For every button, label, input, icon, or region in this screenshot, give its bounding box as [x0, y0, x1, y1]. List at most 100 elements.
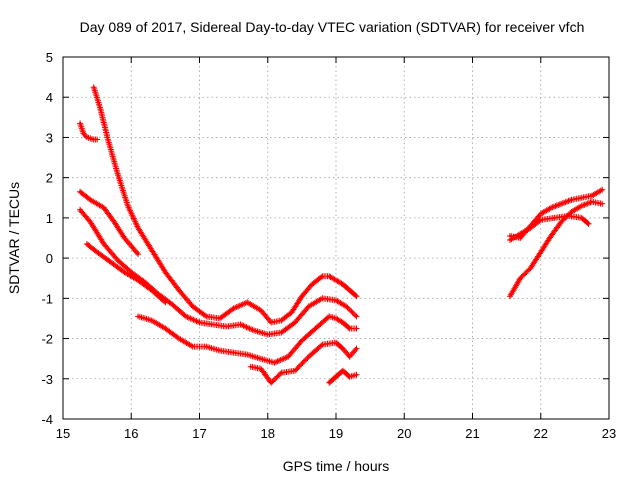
data-point: [102, 206, 106, 210]
data-point: [246, 301, 249, 304]
series-s6: [135, 313, 360, 366]
data-point: [259, 357, 263, 360]
data-point: [198, 321, 201, 324]
data-point: [225, 325, 228, 328]
series-s5: [83, 241, 169, 306]
data-point: [355, 327, 358, 330]
y-tick-label: -2: [41, 332, 53, 347]
data-point: [590, 194, 594, 197]
data-point: [280, 319, 283, 322]
data-point: [191, 305, 194, 308]
data-point: [345, 305, 348, 308]
data-point: [280, 371, 283, 374]
data-point: [508, 238, 512, 242]
data-point: [269, 321, 273, 324]
data-point: [293, 321, 297, 324]
data-point: [249, 365, 252, 368]
data-point: [232, 351, 235, 354]
series-s1: [77, 120, 101, 143]
data-point: [123, 236, 126, 240]
y-tick-label: -1: [41, 291, 53, 306]
y-axis-label: SDTVAR / TECUs: [6, 182, 22, 294]
x-tick-label: 20: [397, 426, 411, 441]
data-point: [164, 301, 167, 304]
data-point: [259, 367, 263, 370]
data-point: [334, 279, 338, 282]
series-s8: [326, 367, 360, 386]
data-point: [348, 355, 351, 358]
data-point: [92, 85, 95, 89]
series-s10: [507, 212, 592, 243]
data-point: [85, 136, 89, 139]
data-point: [92, 138, 95, 141]
data-point: [136, 226, 140, 230]
data-point: [341, 369, 345, 372]
data-point: [89, 220, 92, 224]
data-point: [553, 216, 556, 220]
data-point: [590, 200, 594, 203]
data-point: [334, 317, 338, 320]
data-point: [164, 327, 167, 330]
data-point: [334, 375, 338, 378]
data-point: [109, 260, 112, 264]
x-tick-label: 23: [602, 426, 616, 441]
data-point: [85, 242, 89, 246]
x-tick-labels: 15 16 17 18 19 20 21 22 23: [56, 426, 616, 441]
data-point: [126, 204, 130, 208]
series-s3: [77, 188, 142, 258]
data-point: [355, 373, 358, 376]
x-tick-label: 19: [329, 426, 343, 441]
data-point: [150, 248, 153, 252]
data-point: [232, 307, 235, 310]
data-point: [321, 343, 324, 346]
data-point: [82, 132, 85, 135]
data-point: [570, 210, 573, 214]
x-tick-label: 21: [465, 426, 479, 441]
y-tick-label: -4: [41, 412, 53, 427]
series-layer: [77, 84, 606, 386]
data-point: [327, 275, 331, 278]
y-tick-labels: -4 -3 -2 -1 0 1 2 3 4 5: [41, 50, 53, 427]
axis-ticks: [62, 56, 610, 420]
data-point: [549, 234, 553, 238]
data-point: [252, 329, 256, 332]
data-point: [136, 279, 140, 282]
y-tick-label: 4: [46, 90, 53, 105]
data-point: [327, 381, 331, 384]
data-point: [164, 270, 167, 274]
data-point: [580, 216, 583, 220]
data-point: [355, 347, 358, 350]
data-point: [116, 258, 119, 262]
data-point: [136, 252, 140, 256]
data-point: [177, 337, 181, 340]
data-point: [290, 311, 293, 314]
series-s2: [90, 84, 360, 326]
data-point: [348, 327, 351, 330]
x-tick-label: 15: [56, 426, 70, 441]
data-point: [95, 138, 99, 141]
x-tick-label: 17: [192, 426, 206, 441]
data-point: [246, 353, 249, 356]
series-markers: [135, 313, 360, 366]
data-point: [300, 295, 304, 298]
data-point: [171, 303, 174, 306]
data-point: [327, 315, 331, 318]
data-point: [508, 295, 512, 298]
data-point: [539, 218, 542, 222]
data-point: [348, 375, 351, 378]
data-point: [130, 270, 133, 274]
data-point: [519, 236, 522, 240]
data-point: [287, 355, 290, 358]
data-point: [259, 309, 263, 312]
data-point: [218, 317, 222, 320]
data-point: [334, 299, 338, 302]
data-point: [549, 206, 553, 210]
y-tick-label: 1: [46, 211, 53, 226]
data-point: [348, 289, 351, 292]
data-point: [519, 232, 522, 236]
data-point: [150, 289, 153, 292]
y-tick-label: 2: [46, 171, 53, 186]
data-point: [355, 295, 358, 298]
series-markers: [507, 198, 606, 300]
